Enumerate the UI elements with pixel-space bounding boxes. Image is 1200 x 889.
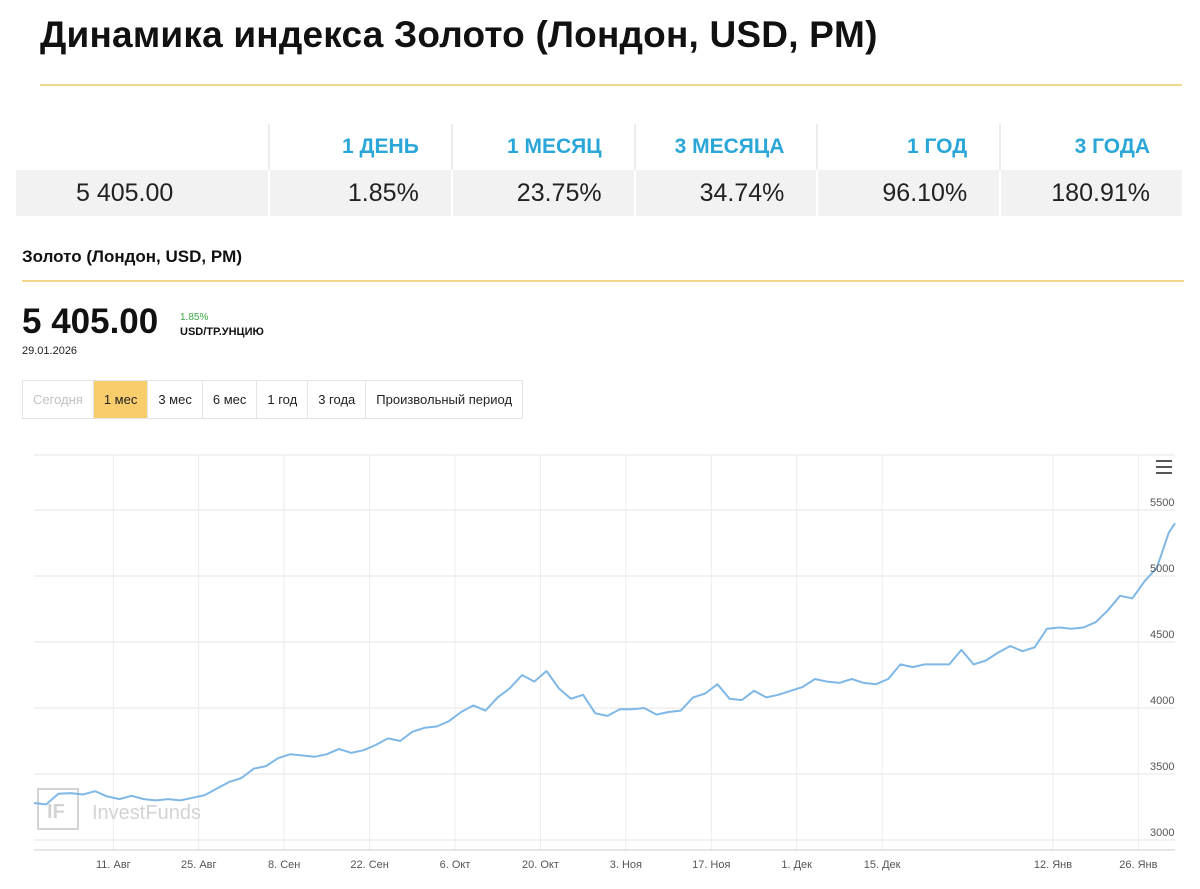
chart-menu-icon[interactable] — [1156, 460, 1172, 474]
chart-series — [33, 522, 1176, 806]
period-today-button[interactable]: Сегодня — [33, 392, 83, 407]
performance-header-1d: 1 ДЕНЬ — [268, 124, 451, 170]
x-tick-label: 8. Сен — [268, 859, 300, 871]
x-tick-label: 15. Дек — [864, 859, 901, 871]
x-tick-label: 11. Авг — [96, 859, 131, 871]
y-tick-label: 5500 — [1150, 497, 1174, 509]
x-tick-label: 1. Дек — [781, 859, 812, 871]
performance-value-3y: 180.91% — [999, 170, 1182, 216]
title-divider — [40, 84, 1182, 86]
performance-header-1m: 1 МЕСЯЦ — [450, 124, 634, 170]
performance-header-empty — [16, 124, 268, 170]
x-tick-label: 20. Окт — [522, 859, 559, 871]
y-tick-label: 3500 — [1150, 761, 1174, 773]
watermark-logo — [37, 788, 79, 830]
watermark-logo-letters: IF — [47, 801, 65, 823]
performance-value-1y: 96.10% — [816, 170, 999, 216]
performance-header-3y: 3 ГОДА — [999, 124, 1182, 170]
period-3m-button[interactable]: 3 мес — [147, 381, 202, 418]
current-price: 5 405.00 — [22, 302, 159, 341]
period-selector: Сегодня 1 мес 3 мес 6 мес 1 год 3 года П… — [22, 380, 524, 419]
price-change: 1.85% — [180, 312, 209, 323]
y-tick-label: 4000 — [1150, 695, 1174, 707]
x-tick-label: 6. Окт — [440, 859, 471, 871]
performance-header-1y: 1 ГОД — [816, 124, 999, 170]
y-tick-label: 3000 — [1150, 827, 1174, 839]
performance-value-3m: 34.74% — [633, 170, 817, 216]
period-6m-button[interactable]: 6 мес — [201, 381, 257, 418]
performance-values-row: 5 405.00 1.85% 23.75% 34.74% 96.10% 180.… — [16, 170, 1182, 216]
chart-grid — [34, 454, 1175, 851]
section-divider — [22, 280, 1184, 282]
y-axis-labels: 3000 3500 4000 4500 5000 5500 — [1150, 497, 1174, 839]
page-title: Динамика индекса Золото (Лондон, USD, PM… — [40, 14, 878, 55]
x-tick-label: 25. Авг — [181, 859, 217, 871]
instrument-title: Золото (Лондон, USD, PM) — [22, 247, 242, 266]
period-1m-button[interactable]: 1 мес — [92, 381, 148, 418]
performance-table: 1 ДЕНЬ 1 МЕСЯЦ 3 МЕСЯЦА 1 ГОД 3 ГОДА 5 4… — [16, 124, 1182, 216]
quote-date: 29.01.2026 — [22, 345, 78, 357]
performance-header-3m: 3 МЕСЯЦА — [633, 124, 817, 170]
period-1y-button[interactable]: 1 год — [256, 381, 307, 418]
x-tick-label: 22. Сен — [350, 859, 388, 871]
watermark-text: InvestFunds — [92, 802, 201, 824]
y-tick-label: 4500 — [1150, 629, 1174, 641]
performance-value-1m: 23.75% — [450, 170, 634, 216]
x-tick-label: 3. Ноя — [610, 859, 642, 871]
x-tick-label: 12. Янв — [1034, 859, 1072, 871]
price-chart: IF InvestFunds 300035004000450050005500 … — [33, 454, 1176, 871]
x-axis-labels: 11. Авг 25. Авг 8. Сен 22. Сен 6. Окт 20. Окт… — [96, 859, 1158, 871]
y-tick-label: 5000 — [1150, 563, 1174, 575]
series-line-0 — [33, 522, 1176, 806]
watermark: IF InvestFunds — [37, 788, 201, 830]
x-tick-label: 17. Ноя — [692, 859, 730, 871]
performance-value-1d: 1.85% — [268, 170, 451, 216]
period-3y-button[interactable]: 3 года — [307, 381, 365, 418]
performance-header-row: 1 ДЕНЬ 1 МЕСЯЦ 3 МЕСЯЦА 1 ГОД 3 ГОДА — [16, 124, 1182, 170]
price-unit: USD/ТР.УНЦИЮ — [180, 326, 264, 338]
performance-price: 5 405.00 — [76, 178, 174, 207]
period-custom-button[interactable]: Произвольный период — [365, 381, 522, 418]
x-tick-label: 26. Янв — [1119, 859, 1157, 871]
